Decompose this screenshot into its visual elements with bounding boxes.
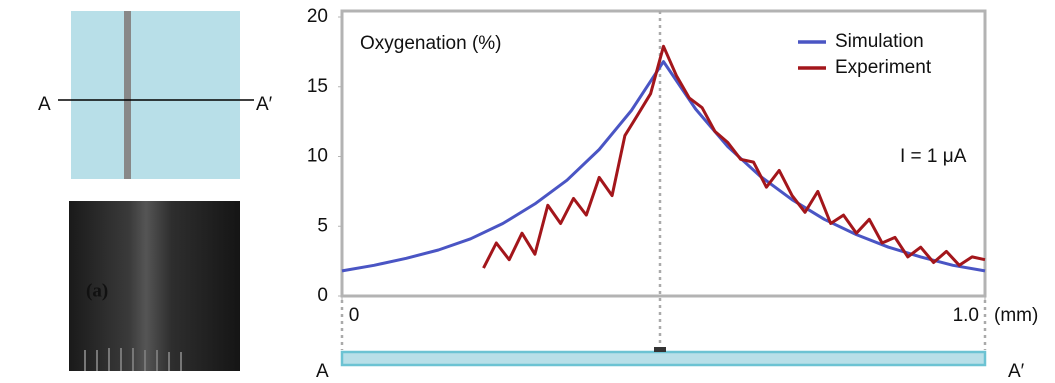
y-tick-label: 5: [317, 215, 328, 236]
x-axis-label: (mm): [994, 305, 1038, 326]
y-tick-label: 20: [307, 6, 328, 27]
strip-electrode: [654, 347, 666, 352]
diagram-electrode: [124, 11, 131, 179]
figure: A A′ (a) Oxygenation (%) I = 1 μA (mm) A…: [0, 0, 1055, 383]
x-tick-label: 1.0: [953, 305, 979, 326]
y-tick-label: 15: [307, 76, 328, 97]
diagram-chip: [71, 11, 240, 179]
annotation-title: Oxygenation (%): [360, 33, 502, 54]
page: {"figure": {"panel_label": "(a)", "diagr…: [0, 0, 1055, 383]
strip: [342, 352, 985, 365]
strip-label: A: [316, 361, 329, 382]
diagram-label: A: [38, 94, 51, 115]
strip-label: A′: [1008, 361, 1025, 382]
legend-label: Simulation: [835, 31, 924, 52]
diagram-label: A′: [256, 94, 273, 115]
y-tick-label: 0: [317, 285, 328, 306]
y-tick-label: 10: [307, 146, 328, 167]
x-tick-label: 0: [349, 305, 360, 326]
panel-label: (a): [86, 280, 108, 301]
legend-label: Experiment: [835, 57, 932, 78]
annotation: I = 1 μA: [900, 146, 967, 167]
